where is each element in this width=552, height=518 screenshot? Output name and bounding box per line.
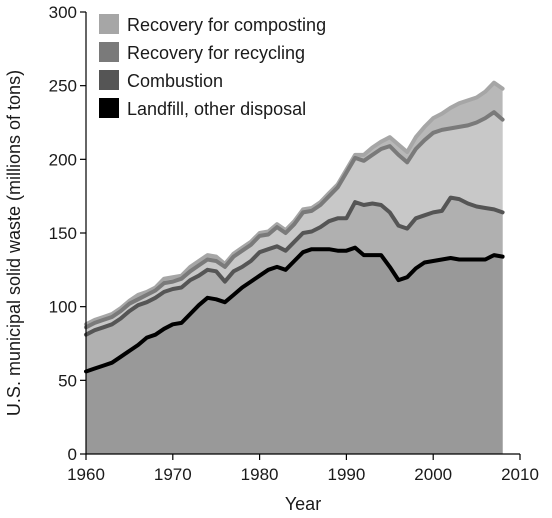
area-landfill-other-disposal (86, 247, 503, 454)
x-tick-label: 1990 (327, 465, 365, 484)
legend-swatch (99, 42, 119, 62)
y-tick-label: 250 (49, 77, 77, 96)
x-axis-title: Year (285, 494, 321, 514)
x-tick-label: 2010 (501, 465, 539, 484)
x-tick-label: 1970 (154, 465, 192, 484)
legend-label: Landfill, other disposal (127, 99, 306, 119)
legend: Recovery for composting Recovery for recy… (99, 14, 326, 119)
legend-swatch (99, 98, 119, 118)
line-combustion (84, 195, 505, 337)
x-tick-label: 1980 (241, 465, 279, 484)
legend-label: Recovery for recycling (127, 43, 305, 63)
legend-swatch (99, 70, 119, 90)
area-layers (86, 82, 503, 454)
y-tick-label: 0 (68, 445, 77, 464)
line-recovery-for-recycling (84, 110, 505, 330)
axes (80, 11, 521, 460)
y-axis-title: U.S. municipal solid waste (millions of … (4, 70, 24, 416)
x-tick-label: 2000 (414, 465, 452, 484)
series-lines (84, 80, 505, 374)
x-tick-label: 1960 (67, 465, 105, 484)
y-tick-label: 150 (49, 224, 77, 243)
line-landfill-other-disposal (84, 245, 505, 374)
legend-label: Recovery for composting (127, 15, 326, 35)
tick-labels: 0 50 100 150 200 250 300 1960 1970 1980 1990 2000 20… (49, 3, 539, 484)
y-tick-label: 300 (49, 3, 77, 22)
legend-swatch (99, 14, 119, 34)
y-tick-label: 200 (49, 150, 77, 169)
y-tick-label: 100 (49, 298, 77, 317)
legend-label: Combustion (127, 71, 223, 91)
y-tick-label: 50 (58, 371, 77, 390)
